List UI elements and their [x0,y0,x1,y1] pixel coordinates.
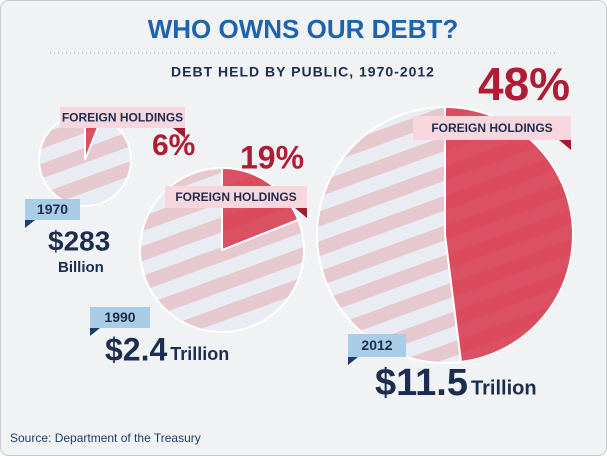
label-banner [165,186,307,208]
amount-unit: Trillion [471,377,537,399]
year-tab [348,357,358,365]
value-label: 48% [478,58,570,110]
amount: $11.5 [375,362,468,404]
slice-label: FOREIGN HOLDINGS [175,190,296,204]
year-tab [25,220,35,228]
year-banner [348,334,406,357]
year-banner [25,199,80,220]
banner-tab [295,208,307,218]
banner-tab [173,128,185,138]
amount-unit: Billion [58,259,104,276]
year-banner [90,307,150,328]
banner-tab [559,140,571,150]
year-tab [90,328,100,336]
label-banner [413,116,571,140]
source: Source: Department of the Treasury [10,431,201,445]
year-label: 2012 [361,337,392,353]
subtitle: DEBT HELD BY PUBLIC, 1970-2012 [171,64,435,80]
slice-label: FOREIGN HOLDINGS [431,121,552,135]
amount: $2.4 [105,331,167,367]
year-label: 1990 [104,309,135,325]
year-label: 1970 [37,201,68,217]
value-label: 19% [240,139,304,175]
slice-label: FOREIGN HOLDINGS [62,111,183,125]
amount: $283 [48,225,110,256]
amount-unit: Trillion [170,344,229,364]
title: WHO OWNS OUR DEBT? [148,14,459,44]
value-label: 6% [152,129,195,162]
label-banner [60,107,185,128]
